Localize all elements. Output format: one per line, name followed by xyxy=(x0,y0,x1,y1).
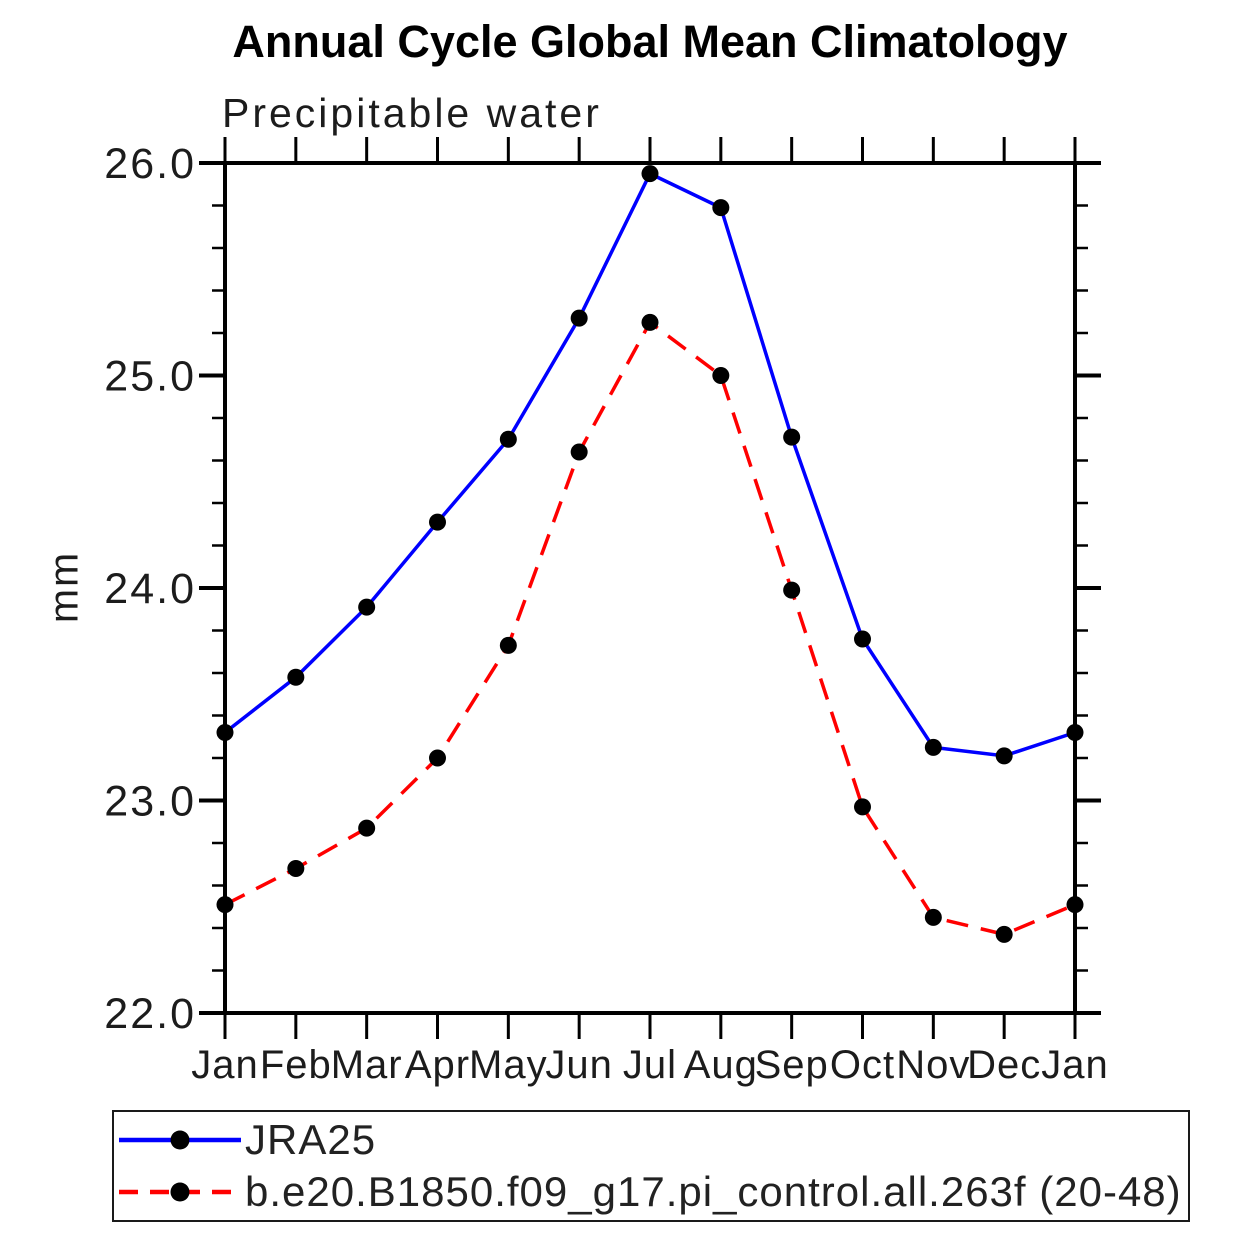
data-point-marker xyxy=(1066,896,1084,914)
x-tick-label: Jun xyxy=(545,1043,613,1087)
data-point-marker xyxy=(570,443,588,461)
x-tick-label: Jul xyxy=(623,1043,677,1087)
data-point-marker xyxy=(712,367,730,384)
data-point-marker xyxy=(499,430,517,448)
data-point-marker xyxy=(216,896,234,914)
data-point-marker xyxy=(854,630,871,648)
legend: JRA25 b.e20.B1850.f09_g17.pi_control.all.… xyxy=(112,1110,1190,1222)
x-tick-label: Nov xyxy=(896,1043,970,1087)
legend-label: JRA25 xyxy=(245,1116,377,1163)
y-tick-label: 23.0 xyxy=(104,778,196,826)
data-point-marker xyxy=(499,636,517,654)
plot-box xyxy=(223,161,1077,1015)
legend-marker-icon xyxy=(170,1130,190,1150)
y-tick-label: 22.0 xyxy=(104,990,196,1038)
data-point-marker xyxy=(995,747,1013,765)
data-point-marker xyxy=(783,581,801,599)
data-point-marker xyxy=(924,908,942,926)
data-point-marker xyxy=(783,428,801,446)
x-tick-label: Sep xyxy=(755,1043,829,1087)
series-line-1 xyxy=(224,319,1076,937)
x-tick-label: Oct xyxy=(830,1043,895,1087)
data-point-marker xyxy=(712,199,730,217)
legend-marker-icon xyxy=(170,1182,190,1202)
data-point-marker xyxy=(854,798,871,816)
x-tick-label: Feb xyxy=(260,1043,332,1087)
legend-line-sample xyxy=(119,1182,241,1202)
y-tick-label: 24.0 xyxy=(104,565,196,613)
data-point-marker xyxy=(570,309,588,327)
y-tick-label: 26.0 xyxy=(104,140,196,188)
data-point-marker xyxy=(429,749,446,767)
x-tick-label: Aug xyxy=(684,1043,758,1087)
x-tick-label: Jan xyxy=(191,1043,259,1087)
x-tick-label: Mar xyxy=(331,1043,403,1087)
data-point-marker xyxy=(358,598,376,616)
data-point-marker xyxy=(641,313,659,331)
data-point-marker xyxy=(429,513,446,531)
data-point-marker xyxy=(216,724,234,741)
data-point-marker xyxy=(287,668,305,686)
data-point-marker xyxy=(1066,724,1084,741)
data-point-marker xyxy=(287,860,305,877)
data-point-marker xyxy=(641,165,659,183)
legend-item-0: JRA25 xyxy=(119,1115,1188,1165)
data-point-marker xyxy=(358,819,376,837)
y-tick-label: 25.0 xyxy=(104,353,196,401)
legend-item-1: b.e20.B1850.f09_g17.pi_control.all.263f … xyxy=(119,1167,1188,1217)
chart-title: Annual Cycle Global Mean Climatology xyxy=(232,16,1068,67)
data-point-marker xyxy=(995,925,1013,943)
x-tick-label: Dec xyxy=(967,1043,1041,1087)
x-tick-label: Jan xyxy=(1041,1043,1109,1087)
data-point-marker xyxy=(924,738,942,756)
chart-subtitle: Precipitable water xyxy=(222,90,602,136)
legend-line-sample xyxy=(119,1130,241,1150)
series-line-0 xyxy=(223,171,1076,758)
x-tick-label: May xyxy=(469,1043,548,1087)
legend-label: b.e20.B1850.f09_g17.pi_control.all.263f … xyxy=(245,1168,1182,1215)
x-tick-label: Apr xyxy=(405,1043,470,1087)
